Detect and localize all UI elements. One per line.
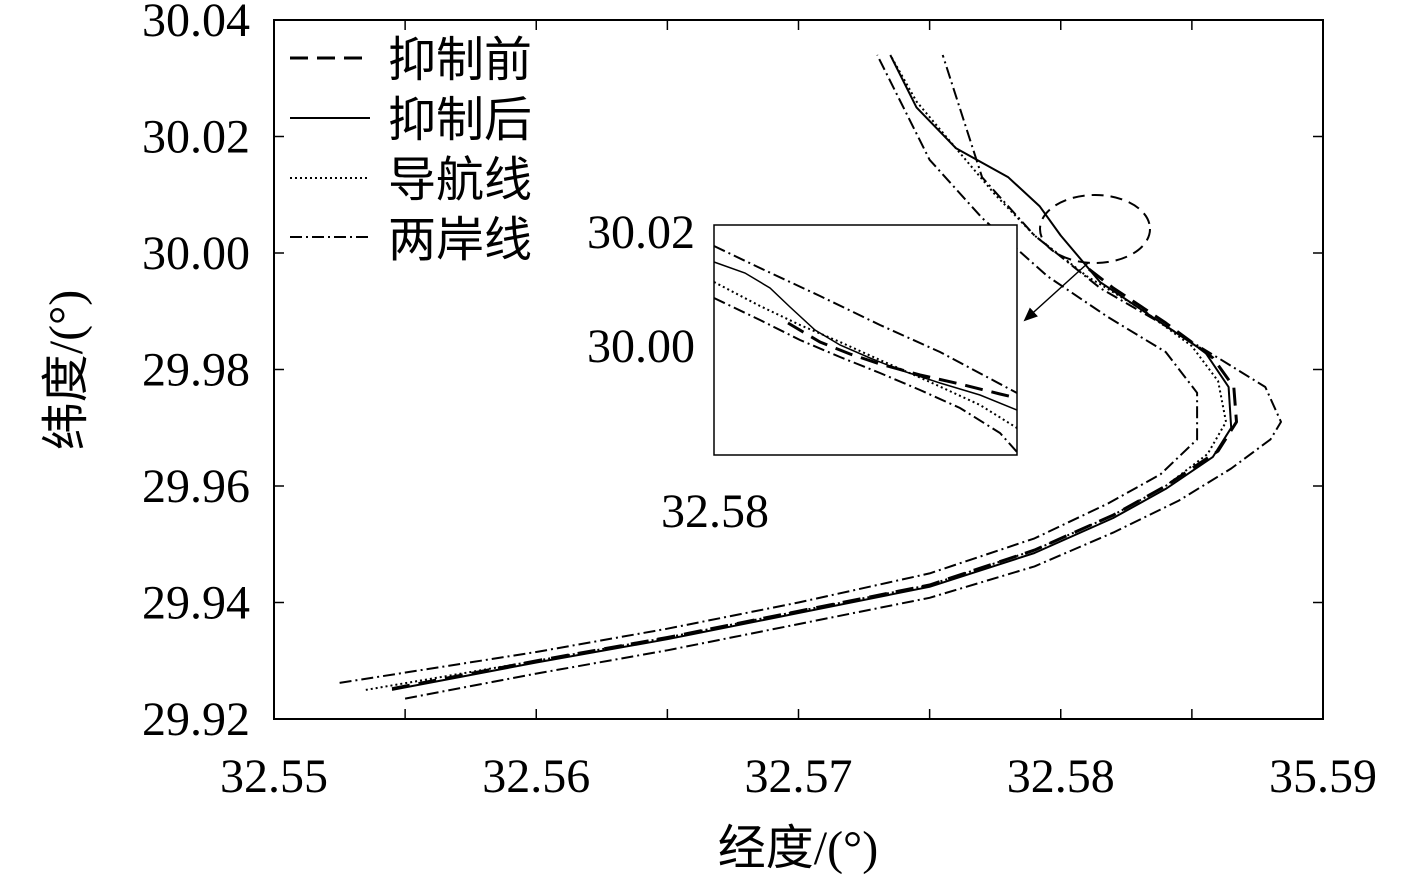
y-tick-label: 30.02: [142, 111, 250, 164]
y-axis: 29.92 29.94 29.96 29.98 30.00 30.02 30.04: [142, 0, 1323, 746]
inset-frame: [713, 224, 1018, 456]
y-tick-label: 29.92: [142, 693, 250, 746]
x-tick-label: 35.59: [1269, 750, 1377, 803]
inset-x-tick-label: 32.58: [661, 485, 769, 538]
x-tick-label: 32.55: [220, 750, 328, 803]
y-tick-label: 29.96: [142, 460, 250, 513]
legend: 抑制前 抑制后 导航线 两岸线: [290, 34, 532, 267]
y-axis-title: 纬度/(°): [40, 290, 93, 451]
inset-y-tick-label: 30.02: [587, 206, 695, 259]
inset-bank-line-lower: [713, 297, 1018, 453]
series-layer: [339, 54, 1282, 700]
legend-label-series-0: 抑制前: [388, 34, 532, 87]
inset-after-line: [713, 261, 1018, 411]
y-tick-label: 29.94: [142, 577, 250, 630]
inset-lines: [713, 245, 1018, 453]
x-tick-label: 32.56: [482, 750, 590, 803]
series-line-1: [391, 54, 1233, 691]
legend-label-series-1: 抑制后: [388, 94, 532, 147]
legend-label-series-3: 两岸线: [388, 214, 532, 267]
inset-nav-line: [713, 281, 1018, 429]
x-axis-title: 经度/(°): [718, 822, 879, 875]
legend-label-series-2: 导航线: [388, 154, 532, 207]
series-line-4: [404, 54, 1282, 700]
y-tick-label: 30.00: [142, 227, 250, 280]
x-tick-label: 32.58: [1007, 750, 1115, 803]
x-tick-label: 32.57: [745, 750, 853, 803]
inset-bank-line-upper: [713, 245, 1018, 394]
x-axis: 32.55 32.56 32.57 32.58 35.59: [220, 20, 1377, 803]
zoom-region-ellipse: [1039, 194, 1151, 264]
inset-plot: 30.02 30.00 32.58: [587, 206, 1018, 538]
series-line-3: [339, 54, 1199, 684]
inset-y-tick-label: 30.00: [587, 320, 695, 373]
zoom-arrow: [1023, 262, 1089, 322]
y-tick-label: 30.04: [142, 0, 250, 47]
y-tick-label: 29.98: [142, 344, 250, 397]
